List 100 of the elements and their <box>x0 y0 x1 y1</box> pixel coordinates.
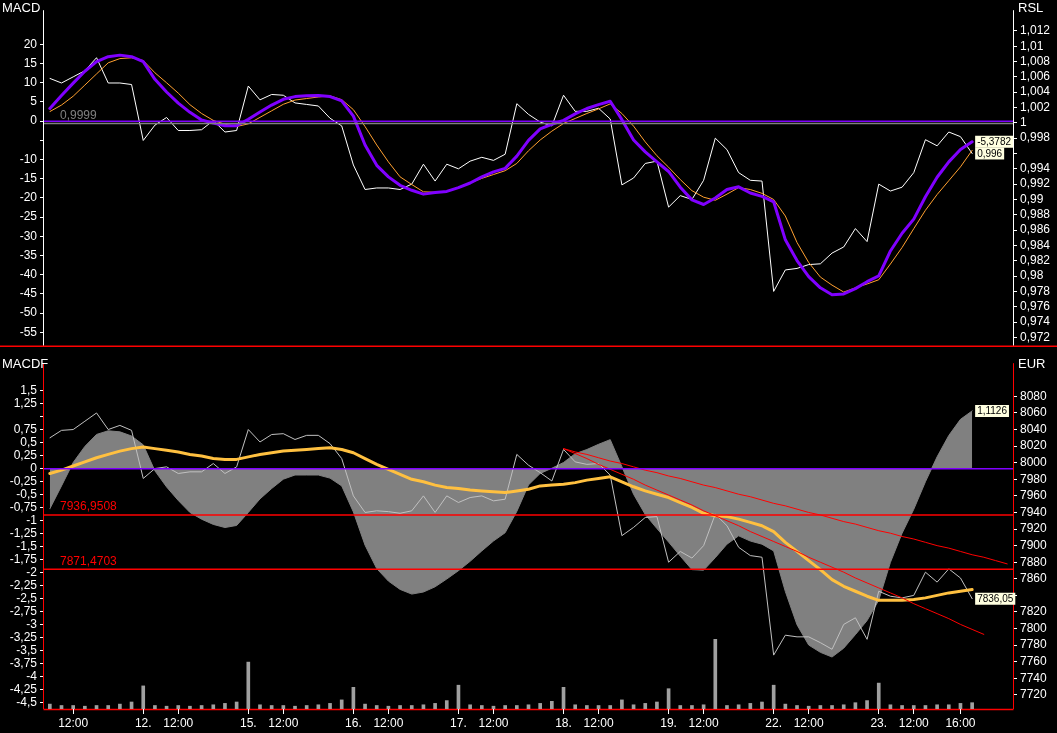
bar <box>71 705 76 709</box>
y-tick-label: 0 <box>30 113 38 128</box>
y2-tick-label: 1,008 <box>1020 53 1051 68</box>
x-tick-label: 15. <box>239 715 257 730</box>
bar <box>258 704 262 709</box>
bar <box>573 704 578 709</box>
y-tick-label: -10 <box>19 151 38 166</box>
y2-tick-label: 8020 <box>1020 438 1048 453</box>
bar <box>690 705 694 709</box>
bar <box>444 700 449 709</box>
y2-axis-title: EUR <box>1018 356 1046 372</box>
y2-tick-label: 7940 <box>1020 504 1048 519</box>
bar <box>725 705 729 709</box>
y-tick-label: -25 <box>19 209 38 224</box>
y-tick-label: -0,5 <box>16 487 38 502</box>
x-tick-label: 16. <box>345 715 362 730</box>
x-tick-label: 23. <box>870 715 888 730</box>
y-tick-label: -1,5 <box>16 539 38 554</box>
y2-tick-label: 8040 <box>1020 421 1048 436</box>
y2-tick-label: 7820 <box>1020 604 1048 619</box>
x-tick-label: 12:00 <box>898 715 930 730</box>
y2-tick-label: 1 <box>1020 115 1027 130</box>
y-tick-label: 0,25 <box>13 448 38 463</box>
bar <box>608 705 613 709</box>
bar <box>293 705 297 709</box>
bar <box>153 705 157 709</box>
data-label: 0,996 <box>977 147 1003 159</box>
bar <box>515 705 519 709</box>
bar <box>538 703 543 709</box>
x-tick-label: 17. <box>450 715 467 730</box>
bar <box>678 705 683 709</box>
y-tick-label: 1,5 <box>20 383 38 398</box>
bar <box>655 701 659 709</box>
bar <box>806 705 811 709</box>
y-tick-label: -3,75 <box>9 656 38 671</box>
x-tick-label: 12:00 <box>793 715 825 730</box>
bar <box>748 703 753 709</box>
bar <box>118 703 122 709</box>
data-label: 1,1126 <box>977 405 1008 417</box>
y-tick-label: -40 <box>19 267 38 282</box>
y2-tick-label: 0,99 <box>1020 191 1044 206</box>
x-tick-label: 12:00 <box>688 715 719 730</box>
y-tick-label: -3,25 <box>9 630 38 645</box>
bar <box>176 705 181 709</box>
bar <box>935 704 939 709</box>
bar <box>468 704 472 709</box>
bar <box>713 639 718 709</box>
bar <box>946 704 951 709</box>
x-tick-label: 18. <box>555 715 572 730</box>
y-tick-label: -50 <box>19 305 38 320</box>
y-tick-label: -2,25 <box>9 578 38 593</box>
bar <box>503 705 507 709</box>
y-tick-label: -1,75 <box>9 552 38 567</box>
bar <box>141 685 146 709</box>
y2-tick-label: 1,01 <box>1020 38 1044 53</box>
y2-tick-label: 7760 <box>1020 654 1048 669</box>
bar <box>970 702 974 709</box>
bar <box>830 705 834 709</box>
y2-tick-label: 0,972 <box>1020 329 1051 344</box>
y2-tick-label: 0,994 <box>1020 161 1051 176</box>
x-tick-label: 12. <box>134 715 152 730</box>
y-axis-title: MACD <box>2 0 41 16</box>
y2-tick-label: 7880 <box>1020 554 1048 569</box>
y2-tick-label: 7900 <box>1020 537 1048 552</box>
y-axis-title: MACDF <box>2 356 49 372</box>
y2-tick-label: 7960 <box>1020 488 1048 503</box>
bar <box>865 700 869 709</box>
bar <box>760 701 764 709</box>
x-tick-label: 12:00 <box>583 715 614 730</box>
x-tick-label: 22. <box>765 715 783 730</box>
y-tick-label: 0,5 <box>20 435 38 450</box>
y2-tick-label: 1,006 <box>1020 69 1051 84</box>
y-tick-label: -45 <box>19 286 38 301</box>
y-tick-label: -2 <box>26 565 38 580</box>
y-tick-label: 0 <box>30 461 38 476</box>
bar <box>841 704 846 709</box>
bar <box>374 705 379 709</box>
ref-line-label: 7871,4703 <box>60 553 118 568</box>
y2-tick-label: 0,976 <box>1020 299 1051 314</box>
bar <box>550 700 554 709</box>
bar <box>585 705 589 709</box>
bar <box>911 705 916 709</box>
y-tick-label: -4,5 <box>16 695 38 710</box>
bar <box>223 703 227 709</box>
x-tick-label: 12:00 <box>373 715 404 730</box>
bar <box>643 703 648 709</box>
data-label: -5,3782 <box>977 136 1012 148</box>
y2-tick-label: 8060 <box>1020 405 1048 420</box>
y-tick-label: 10 <box>23 75 38 90</box>
y-tick-label: -3,5 <box>16 643 38 658</box>
y2-tick-label: 0,998 <box>1020 130 1051 145</box>
y-tick-label: -0,25 <box>9 474 38 489</box>
bar <box>328 703 332 709</box>
y2-tick-label: 8000 <box>1020 455 1048 470</box>
y2-tick-label: 0,988 <box>1020 207 1051 222</box>
bar <box>363 703 367 709</box>
y2-tick-label: 7920 <box>1020 521 1048 536</box>
y2-tick-label: 7860 <box>1020 571 1048 586</box>
y2-tick-label: 0,984 <box>1020 237 1051 252</box>
bar <box>339 699 344 709</box>
